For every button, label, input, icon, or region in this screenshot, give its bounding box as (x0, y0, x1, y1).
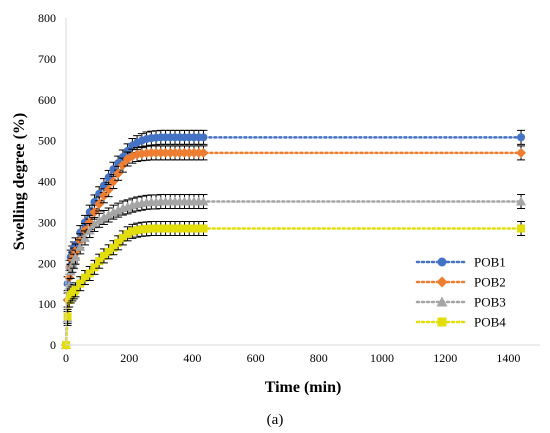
data-point-POB4 (175, 224, 184, 233)
data-point-POB4 (90, 263, 99, 272)
data-point-POB4 (109, 243, 118, 252)
data-point-POB3 (75, 241, 86, 251)
series-lines (64, 136, 523, 347)
tick-labels: 0 100 200 300 400 500 600 700 800 0 200 400 600 800 10… (38, 11, 520, 365)
data-point-POB4 (194, 224, 203, 233)
series-line-POB4 (64, 227, 523, 347)
legend: POB1 POB2 POB3 POB4 (415, 255, 506, 330)
data-point-POB4 (137, 225, 146, 234)
data-point-POB3 (98, 212, 109, 222)
data-point-POB2 (103, 184, 114, 195)
data-point-POB2 (516, 147, 527, 158)
data-point-POB4 (63, 312, 72, 321)
series-line-POB2 (64, 151, 523, 347)
legend-label: POB2 (474, 275, 506, 290)
y-tick-label: 100 (38, 297, 56, 311)
data-point-POB2 (89, 207, 100, 218)
data-point-POB4 (185, 224, 194, 233)
data-point-POB3 (65, 266, 76, 276)
data-point-POB3 (84, 225, 95, 235)
data-point-POB2 (94, 198, 105, 209)
series-line-POB1 (64, 136, 523, 347)
data-point-POB4 (76, 279, 85, 288)
data-point-POB4 (118, 233, 127, 242)
data-point-POB4 (161, 224, 170, 233)
data-point-POB4 (189, 224, 198, 233)
axes (65, 18, 540, 346)
y-tick-label: 600 (38, 93, 56, 107)
data-point-POB3 (103, 210, 114, 220)
x-axis-title: Time (min) (265, 379, 342, 396)
data-point-POB4 (85, 269, 94, 278)
y-tick-label: 700 (38, 52, 56, 66)
data-point-POB4 (99, 251, 108, 260)
data-point-POB4 (95, 257, 104, 266)
data-point-POB3 (198, 196, 209, 206)
data-point-POB4 (104, 247, 113, 256)
data-point-POB4 (147, 224, 156, 233)
data-point-POB4 (166, 224, 175, 233)
y-tick-label: 500 (38, 134, 56, 148)
legend-label: POB4 (474, 315, 506, 330)
data-point-POB2 (198, 147, 209, 158)
x-tick-label: 1400 (496, 351, 520, 365)
y-tick-label: 300 (38, 215, 56, 229)
data-point-POB1 (517, 133, 526, 142)
x-tick-label: 800 (310, 351, 328, 365)
legend-item-POB3: POB3 (415, 295, 506, 310)
x-tick-label: 200 (120, 351, 138, 365)
legend-marker (437, 317, 447, 327)
y-tick-label: 800 (38, 11, 56, 25)
data-point-POB4 (71, 285, 80, 294)
data-point-POB2 (117, 160, 128, 171)
legend-label: POB3 (474, 295, 506, 310)
data-point-POB4 (517, 224, 526, 233)
data-point-POB4 (171, 224, 180, 233)
x-tick-label: 400 (183, 351, 201, 365)
data-point-POB4 (114, 238, 123, 247)
data-point-POB4 (199, 224, 208, 233)
figure-caption: (a) (267, 412, 284, 428)
legend-marker (436, 296, 448, 307)
data-point-POB2 (108, 176, 119, 187)
data-point-POB4 (156, 224, 165, 233)
legend-label: POB1 (474, 255, 506, 270)
data-point-POB3 (516, 196, 527, 206)
x-tick-label: 600 (247, 351, 265, 365)
legend-marker (436, 276, 448, 288)
data-point-POB4 (80, 273, 89, 282)
data-point-POB4 (128, 227, 137, 236)
x-tick-label: 1000 (370, 351, 394, 365)
data-point-POB2 (113, 168, 124, 179)
legend-marker (437, 257, 447, 267)
data-point-POB4 (123, 229, 132, 238)
y-tick-label: 400 (38, 175, 56, 189)
y-tick-label: 200 (38, 256, 56, 270)
legend-item-POB2: POB2 (415, 275, 506, 290)
data-point-POB2 (98, 190, 109, 201)
legend-item-POB1: POB1 (415, 255, 506, 270)
y-tick-label: 0 (50, 338, 56, 352)
data-point-POB3 (79, 232, 90, 242)
data-point-POB4 (180, 224, 189, 233)
data-point-POB4 (133, 226, 142, 235)
series-points (61, 129, 527, 350)
data-point-POB3 (94, 215, 105, 225)
x-tick-label: 0 (63, 351, 69, 365)
legend-item-POB4: POB4 (415, 315, 506, 330)
data-point-POB4 (65, 296, 74, 305)
y-axis-title: Swelling degree (%) (11, 113, 28, 250)
data-point-POB1 (199, 133, 208, 142)
data-point-POB3 (70, 252, 81, 262)
x-tick-label: 1200 (433, 351, 457, 365)
data-point-POB4 (152, 224, 161, 233)
data-point-POB4 (142, 224, 151, 233)
